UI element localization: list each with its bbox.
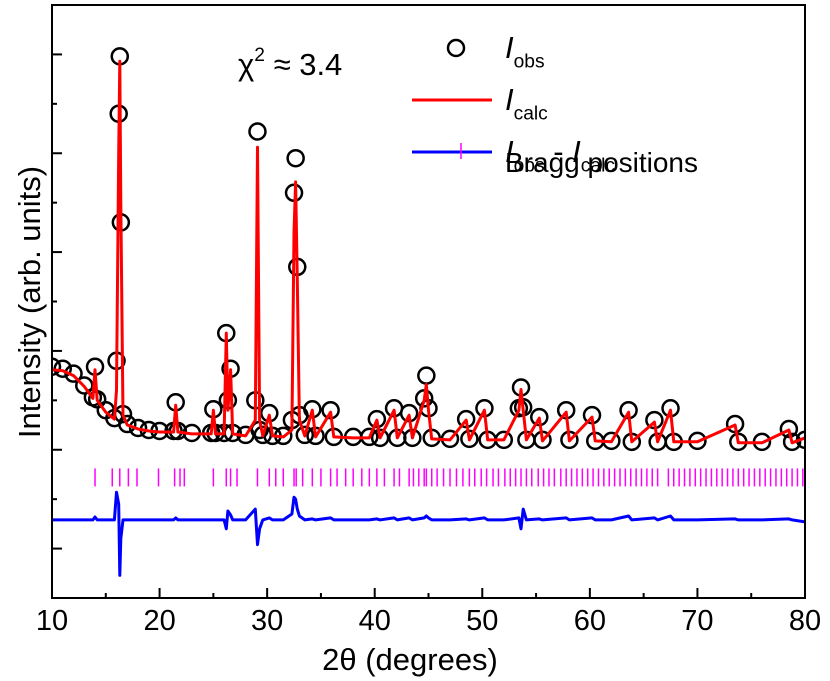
- series-line: [52, 490, 805, 577]
- legend-label: Iobs: [505, 30, 545, 72]
- series-line: [52, 59, 805, 445]
- x-tick-label: 50: [466, 605, 498, 637]
- legend-marker: [446, 38, 466, 58]
- chi-square-annotation-part: ≈ 3.4: [265, 47, 342, 82]
- observed-point: [782, 432, 802, 452]
- legend-label-part: obs: [514, 51, 545, 72]
- observed-point: [118, 414, 137, 434]
- x-tick-label: 80: [789, 605, 821, 637]
- observed-point: [286, 148, 305, 168]
- observed-point: [779, 419, 799, 439]
- legend-label-part: I: [505, 82, 514, 117]
- chi-square-annotation-part: χ: [238, 47, 254, 82]
- observed-point: [75, 376, 94, 395]
- observed-point: [295, 425, 315, 445]
- legend-label: Bragg positions: [505, 147, 698, 178]
- x-axis-label: 2θ (degrees): [322, 642, 498, 677]
- legend-label-part: I: [505, 134, 514, 169]
- legend-label-part: calc: [581, 155, 616, 176]
- x-tick-label: 30: [251, 605, 283, 637]
- legend-label-part: calc: [514, 103, 549, 124]
- legend-label-part: -: [545, 134, 573, 169]
- y-axis-label: Intensity (arb. units): [12, 166, 47, 438]
- x-tick-label: 20: [143, 605, 175, 637]
- x-tick-label: 60: [574, 605, 606, 637]
- x-tick-label: 40: [359, 605, 391, 637]
- observed-point: [248, 122, 267, 141]
- legend-label-part: I: [505, 30, 514, 65]
- observed-point: [64, 364, 83, 383]
- legend-label: Icalc: [505, 82, 548, 124]
- observed-point: [128, 418, 148, 438]
- chi-square-annotation-part: 2: [254, 45, 265, 66]
- legend-label-part: obs: [514, 155, 545, 176]
- chi-square-annotation: χ2 ≈ 3.4: [238, 45, 342, 82]
- observed-point: [52, 357, 62, 376]
- plot-frame: [51, 4, 806, 599]
- legend-label: Iobs - Icalc: [505, 134, 615, 176]
- x-tick-label: 10: [36, 605, 68, 637]
- plot-area: [52, 47, 805, 577]
- legend-label-part: I: [572, 134, 581, 169]
- x-tick-label: 70: [681, 605, 713, 637]
- observed-point: [417, 366, 436, 385]
- legend-label-part: Bragg positions: [505, 147, 698, 178]
